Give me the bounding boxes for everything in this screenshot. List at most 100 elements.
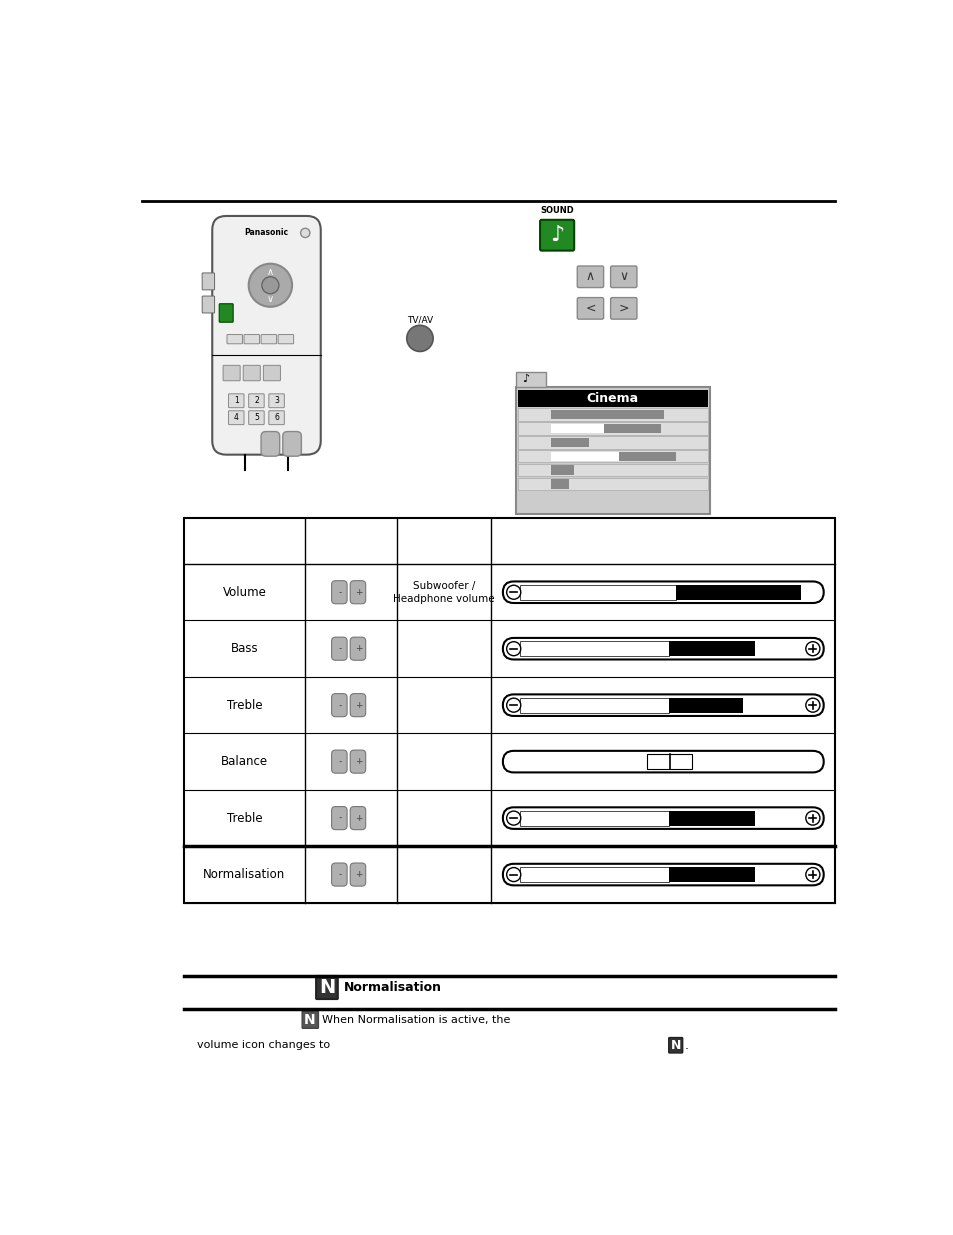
FancyBboxPatch shape [219, 304, 233, 322]
Circle shape [300, 228, 310, 237]
Text: 2: 2 [253, 396, 258, 405]
Text: ♪: ♪ [521, 374, 528, 384]
Text: +: + [355, 814, 362, 823]
Circle shape [805, 867, 819, 882]
Bar [668, 810, 754, 826]
FancyBboxPatch shape [350, 863, 365, 887]
Circle shape [805, 642, 819, 656]
Text: -: - [338, 645, 341, 653]
Bar [550, 410, 663, 419]
Circle shape [805, 811, 819, 825]
Text: 4: 4 [233, 414, 238, 422]
Text: Bass: Bass [231, 642, 258, 656]
Bar [668, 867, 754, 882]
FancyBboxPatch shape [332, 806, 347, 830]
Circle shape [506, 585, 520, 599]
FancyBboxPatch shape [577, 298, 603, 319]
Text: 3: 3 [274, 396, 278, 405]
FancyBboxPatch shape [502, 694, 822, 716]
Text: ∧: ∧ [267, 267, 274, 277]
FancyBboxPatch shape [502, 863, 822, 885]
Bar [550, 466, 573, 474]
FancyBboxPatch shape [668, 1037, 682, 1053]
Text: N: N [318, 978, 335, 997]
FancyBboxPatch shape [261, 335, 276, 343]
Bar [675, 584, 801, 600]
Bar [668, 698, 742, 713]
FancyBboxPatch shape [202, 296, 214, 312]
FancyBboxPatch shape [332, 694, 347, 716]
Text: -: - [338, 871, 341, 879]
Text: <: < [584, 301, 595, 315]
FancyBboxPatch shape [350, 694, 365, 716]
FancyBboxPatch shape [502, 808, 822, 829]
Bar [517, 422, 707, 435]
Bar [517, 478, 707, 490]
Text: >: > [618, 301, 628, 315]
Bar [516, 372, 545, 387]
FancyBboxPatch shape [269, 411, 284, 425]
Circle shape [506, 642, 520, 656]
FancyBboxPatch shape [577, 266, 603, 288]
Bar [519, 810, 668, 826]
Text: SOUND: SOUND [539, 206, 574, 215]
Text: +: + [355, 871, 362, 879]
FancyBboxPatch shape [227, 335, 242, 343]
Bar [517, 450, 707, 462]
FancyBboxPatch shape [229, 411, 244, 425]
Circle shape [506, 698, 520, 713]
Text: +: + [355, 700, 362, 710]
FancyBboxPatch shape [332, 580, 347, 604]
Text: -: - [338, 814, 341, 823]
FancyBboxPatch shape [243, 366, 260, 380]
FancyBboxPatch shape [350, 750, 365, 773]
Text: When Normalisation is active, the: When Normalisation is active, the [321, 1015, 509, 1025]
Text: N: N [670, 1039, 680, 1052]
Bar [550, 437, 588, 447]
FancyBboxPatch shape [332, 750, 347, 773]
FancyBboxPatch shape [610, 298, 637, 319]
Text: +: + [355, 757, 362, 766]
Bar [519, 698, 668, 713]
Text: Panasonic: Panasonic [244, 228, 288, 237]
FancyBboxPatch shape [350, 637, 365, 661]
FancyBboxPatch shape [278, 335, 294, 343]
FancyBboxPatch shape [502, 751, 822, 772]
Text: Volume: Volume [222, 585, 266, 599]
Text: ∧: ∧ [585, 270, 595, 283]
Text: -: - [338, 700, 341, 710]
Text: .: . [684, 1039, 688, 1052]
Bar [183, 517, 835, 903]
Text: Normalisation: Normalisation [203, 868, 285, 881]
Text: N: N [304, 1013, 315, 1026]
Text: -: - [338, 588, 341, 597]
FancyBboxPatch shape [350, 580, 365, 604]
FancyBboxPatch shape [263, 366, 280, 380]
FancyBboxPatch shape [539, 220, 574, 251]
Bar [519, 867, 668, 882]
Circle shape [261, 277, 278, 294]
Circle shape [805, 698, 819, 713]
FancyBboxPatch shape [249, 394, 264, 408]
FancyBboxPatch shape [223, 366, 240, 380]
Text: 6: 6 [274, 414, 278, 422]
Bar [516, 387, 709, 514]
Bar [603, 424, 660, 433]
Text: Subwoofer /
Headphone volume: Subwoofer / Headphone volume [393, 580, 495, 604]
Circle shape [249, 264, 292, 306]
Bar [550, 479, 568, 489]
Bar [646, 755, 692, 769]
Bar [517, 409, 707, 421]
Bar [517, 436, 707, 448]
Circle shape [506, 867, 520, 882]
FancyBboxPatch shape [332, 863, 347, 887]
Bar [517, 390, 707, 406]
Text: Treble: Treble [227, 699, 262, 711]
FancyBboxPatch shape [350, 806, 365, 830]
FancyBboxPatch shape [269, 394, 284, 408]
Text: Normalisation: Normalisation [344, 981, 441, 994]
FancyBboxPatch shape [302, 1011, 318, 1029]
Bar [668, 641, 754, 656]
Bar [618, 452, 676, 461]
Text: ♪: ♪ [550, 225, 563, 246]
